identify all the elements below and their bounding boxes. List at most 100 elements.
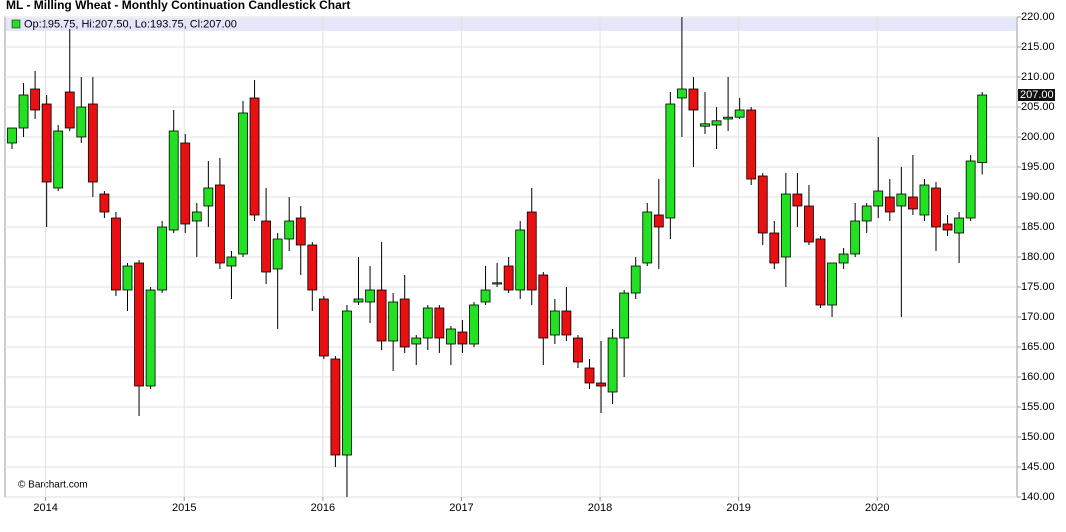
candle-body (180, 142, 191, 225)
candle-body (365, 289, 375, 303)
last-price-box (1018, 89, 1055, 101)
candle-body (515, 229, 526, 291)
y-tick-label: 195.00 (1021, 161, 1055, 173)
candle-body (469, 304, 479, 345)
legend-band (6, 18, 1016, 31)
candle-body (827, 262, 837, 306)
y-tick-label: 150.00 (1021, 431, 1055, 443)
candle-body (99, 193, 110, 213)
candle-body (630, 265, 641, 294)
candle-body (884, 196, 895, 213)
candle-body (526, 211, 537, 291)
candle-body (734, 109, 745, 118)
candle-body (931, 187, 941, 228)
candle-body (677, 88, 687, 99)
candle-body (261, 220, 272, 273)
candle-body (145, 289, 156, 387)
candle-body (769, 232, 780, 264)
candle-body (353, 298, 364, 303)
candle-body (861, 205, 872, 222)
y-tick-label: 170.00 (1021, 311, 1055, 323)
candle-body (41, 103, 52, 183)
y-tick-label: 145.00 (1021, 461, 1055, 473)
y-tick-label: 220.00 (1021, 11, 1055, 23)
candle-body (584, 367, 595, 384)
x-tick-label: 2019 (726, 502, 750, 514)
candle-body (607, 337, 618, 393)
candle-body (780, 193, 791, 258)
y-tick-label: 155.00 (1021, 401, 1055, 413)
candle-body (111, 217, 121, 291)
candle-body (342, 310, 352, 456)
y-tick-label: 175.00 (1021, 281, 1055, 293)
x-tick-label: 2017 (449, 502, 473, 514)
candle-body (919, 184, 930, 216)
candle-body (445, 328, 456, 345)
candle-body (746, 109, 757, 180)
candle-body (538, 274, 549, 339)
candle-body (838, 253, 849, 264)
x-tick-label: 2014 (33, 502, 57, 514)
candle-body (850, 220, 861, 255)
legend-text: Op:195.75, Hi:207.50, Lo:193.75, Cl:207.… (24, 18, 237, 30)
candle-body (804, 205, 814, 243)
candle-body (203, 187, 214, 207)
candle-body (688, 88, 699, 111)
candle-body (284, 220, 295, 240)
candle-body (596, 382, 606, 387)
candle-body (757, 175, 768, 234)
candle-body (457, 331, 468, 345)
candle-body (619, 292, 630, 339)
candle-body (815, 238, 826, 306)
candle-body (272, 238, 283, 270)
legend-swatch (11, 19, 21, 29)
candle-body (665, 103, 676, 219)
candle-body (792, 193, 803, 207)
candle-body (700, 123, 710, 127)
y-tick-label: 165.00 (1021, 341, 1055, 353)
last-price-label: 207.00 (1020, 89, 1054, 101)
candle-body (64, 91, 75, 129)
candle-body (503, 265, 514, 291)
candle-body (249, 97, 260, 216)
y-tick-label: 160.00 (1021, 371, 1055, 383)
candle-body (318, 298, 329, 357)
candle-body (422, 307, 433, 339)
candle-body (238, 112, 248, 255)
candle-body (965, 160, 976, 219)
candle-body (330, 358, 341, 456)
y-tick-label: 180.00 (1021, 251, 1055, 263)
candle-body (134, 262, 144, 387)
candle-body (411, 337, 422, 345)
y-tick-label: 215.00 (1021, 41, 1055, 53)
candle-body (399, 298, 410, 348)
candle-body (295, 217, 306, 246)
x-tick-label: 2020 (865, 502, 889, 514)
candle-body (191, 211, 202, 222)
candle-body (87, 103, 98, 183)
candle-body (873, 190, 884, 207)
candle-body (157, 226, 168, 291)
x-tick-label: 2016 (311, 502, 335, 514)
y-tick-label: 140.00 (1021, 491, 1055, 503)
candle-body (908, 196, 918, 210)
y-tick-label: 185.00 (1021, 221, 1055, 233)
candle-body (942, 223, 953, 231)
y-tick-label: 190.00 (1021, 191, 1055, 203)
candle-body (549, 310, 560, 336)
candle-body (214, 184, 225, 264)
chart-title: ML - Milling Wheat - Monthly Continuatio… (6, 0, 350, 12)
candle-body (492, 282, 503, 285)
candle-body (573, 337, 583, 363)
y-tick-label: 200.00 (1021, 131, 1055, 143)
candle-body (307, 244, 318, 291)
candle-body (642, 211, 653, 264)
candle-body (226, 256, 237, 267)
candle-body (977, 94, 988, 163)
candle-body (434, 307, 445, 339)
candle-body (711, 120, 722, 126)
candle-body (76, 106, 87, 138)
x-tick-label: 2015 (172, 502, 196, 514)
candle-body (954, 217, 964, 234)
